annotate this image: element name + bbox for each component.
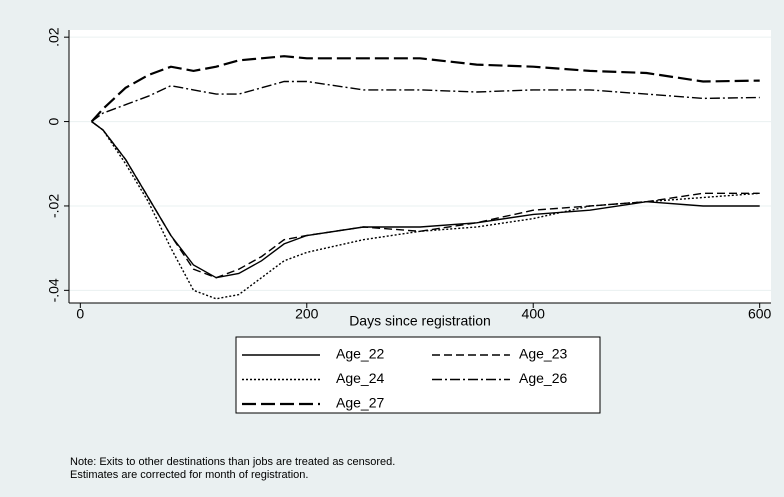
series-line xyxy=(90,55,760,123)
x-axis-title: Days since registration xyxy=(349,313,491,329)
legend-label: Age_27 xyxy=(336,395,384,411)
legend-label: Age_22 xyxy=(336,346,384,362)
x-tick-label: 600 xyxy=(748,306,772,322)
y-tick-label: .02 xyxy=(46,27,62,47)
legend-label: Age_24 xyxy=(336,370,384,386)
note: Estimates are corrected for month of reg… xyxy=(70,469,308,481)
series-line xyxy=(91,121,760,300)
legend-label: Age_23 xyxy=(519,346,567,362)
legend-label: Age_26 xyxy=(519,370,567,386)
y-tick-label: 0 xyxy=(46,117,62,125)
note: Note: Exits to other destinations than j… xyxy=(70,456,395,468)
series-line xyxy=(91,121,760,279)
series-line xyxy=(91,80,760,123)
plot-area xyxy=(69,30,771,303)
x-tick-label: 200 xyxy=(295,306,319,322)
legend xyxy=(235,336,601,414)
y-tick-label: -.04 xyxy=(46,278,62,302)
x-tick-label: 400 xyxy=(522,306,546,322)
y-tick-label: -.02 xyxy=(46,194,62,218)
x-tick-label: 0 xyxy=(76,306,84,322)
